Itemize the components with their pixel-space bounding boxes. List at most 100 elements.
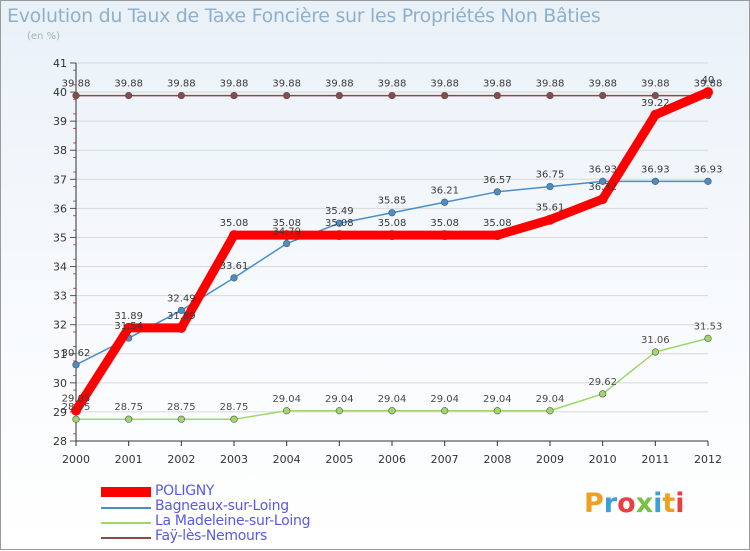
- data-label: 28.75: [62, 402, 91, 413]
- data-point: [388, 209, 396, 217]
- data-label: 39.88: [694, 79, 723, 90]
- data-label: 31.89: [114, 311, 143, 322]
- x-tick-label: 2007: [431, 453, 459, 466]
- data-label: 35.08: [220, 218, 249, 229]
- legend-swatch: [101, 522, 151, 524]
- data-label: 35.08: [430, 218, 459, 229]
- chart-title: Evolution du Taux de Taxe Foncière sur l…: [7, 5, 601, 27]
- data-label: 36.93: [641, 164, 670, 175]
- data-label: 29.04: [325, 394, 354, 405]
- y-axis-unit: (en %): [27, 31, 60, 42]
- legend-label: Bagneaux-sur-Loing: [155, 498, 289, 514]
- data-label: 31.06: [641, 335, 670, 346]
- y-tick-label: 31: [53, 348, 67, 361]
- y-tick-label: 34: [53, 261, 67, 274]
- data-label: 39.88: [325, 79, 354, 90]
- legend-label: Faÿ-lès-Nemours: [155, 528, 267, 544]
- data-label: 28.75: [114, 402, 143, 413]
- data-label: 36.57: [483, 175, 512, 186]
- y-tick-label: 30: [53, 377, 67, 390]
- data-label: 36.32: [588, 182, 617, 193]
- data-point: [125, 415, 133, 423]
- data-label: 35.08: [378, 218, 407, 229]
- data-point: [283, 407, 291, 415]
- x-tick-label: 2000: [62, 453, 90, 466]
- y-tick-label: 36: [53, 202, 67, 215]
- y-tick-label: 37: [53, 173, 67, 186]
- data-label: 29.05: [62, 393, 91, 404]
- data-label: 39.88: [62, 79, 91, 90]
- data-label: 28.75: [220, 402, 249, 413]
- data-point: [651, 91, 659, 100]
- data-label: 31.54: [114, 321, 143, 332]
- data-label: 39.88: [483, 79, 512, 90]
- data-point: [704, 177, 712, 185]
- y-tick-label: 33: [53, 290, 67, 303]
- data-label: 36.75: [536, 170, 565, 181]
- data-label: 31.53: [694, 321, 723, 332]
- data-point: [283, 239, 291, 248]
- data-label: 39.88: [167, 79, 196, 90]
- data-point: [599, 177, 607, 185]
- data-point: [388, 91, 396, 100]
- y-tick-label: 32: [53, 319, 67, 332]
- data-label: 29.04: [430, 394, 459, 405]
- data-point: [597, 194, 608, 205]
- data-point: [230, 415, 238, 423]
- legend-label: POLIGNY: [155, 483, 215, 499]
- y-tick-label: 39: [53, 115, 67, 128]
- data-point: [651, 177, 659, 185]
- data-point: [125, 91, 133, 100]
- legend-swatch: [101, 487, 151, 497]
- data-point: [492, 230, 503, 241]
- data-label: 29.04: [536, 394, 565, 405]
- x-tick-label: 2006: [378, 453, 406, 466]
- data-point: [599, 91, 607, 100]
- data-point: [387, 230, 397, 241]
- data-label: 35.61: [536, 203, 565, 214]
- data-point: [229, 230, 239, 241]
- data-label: 29.62: [588, 377, 617, 388]
- x-tick-label: 2002: [167, 453, 195, 466]
- data-label: 35.08: [483, 218, 512, 229]
- data-point: [230, 91, 238, 100]
- data-label: 39.88: [536, 79, 565, 90]
- data-point: [281, 230, 292, 241]
- data-point: [651, 348, 659, 356]
- data-point: [72, 361, 80, 369]
- data-point: [283, 91, 291, 100]
- data-point: [335, 407, 343, 415]
- data-label: 31.89: [167, 311, 196, 322]
- data-label: 36.93: [694, 164, 723, 175]
- data-point: [176, 322, 187, 333]
- x-tick-label: 2001: [115, 453, 143, 466]
- data-point: [703, 87, 713, 98]
- data-point: [441, 407, 449, 415]
- data-point: [650, 109, 661, 120]
- data-label: 36.93: [588, 164, 617, 175]
- x-tick-label: 2005: [325, 453, 353, 466]
- data-label: 29.04: [483, 394, 512, 405]
- data-label: 39.88: [588, 79, 617, 90]
- data-label: 36.21: [430, 185, 459, 196]
- data-point: [704, 334, 712, 342]
- data-point: [230, 274, 238, 282]
- proxiti-logo: Proxiti: [584, 488, 685, 519]
- data-label: 35.08: [325, 218, 354, 229]
- y-tick-label: 28: [53, 435, 67, 448]
- legend-swatch: [101, 507, 151, 509]
- x-tick-label: 2012: [694, 453, 722, 466]
- data-label: 40: [702, 75, 715, 86]
- data-point: [599, 390, 607, 398]
- y-tick-label: 29: [53, 406, 67, 419]
- legend-swatch: [101, 537, 151, 539]
- data-point: [546, 91, 554, 100]
- data-label: 39.88: [272, 79, 301, 90]
- data-point: [493, 188, 501, 196]
- data-point: [334, 230, 345, 241]
- x-tick-label: 2010: [589, 453, 617, 466]
- data-label: 35.85: [378, 196, 407, 207]
- legend-label: La Madeleine-sur-Loing: [155, 513, 311, 529]
- data-point: [545, 214, 555, 225]
